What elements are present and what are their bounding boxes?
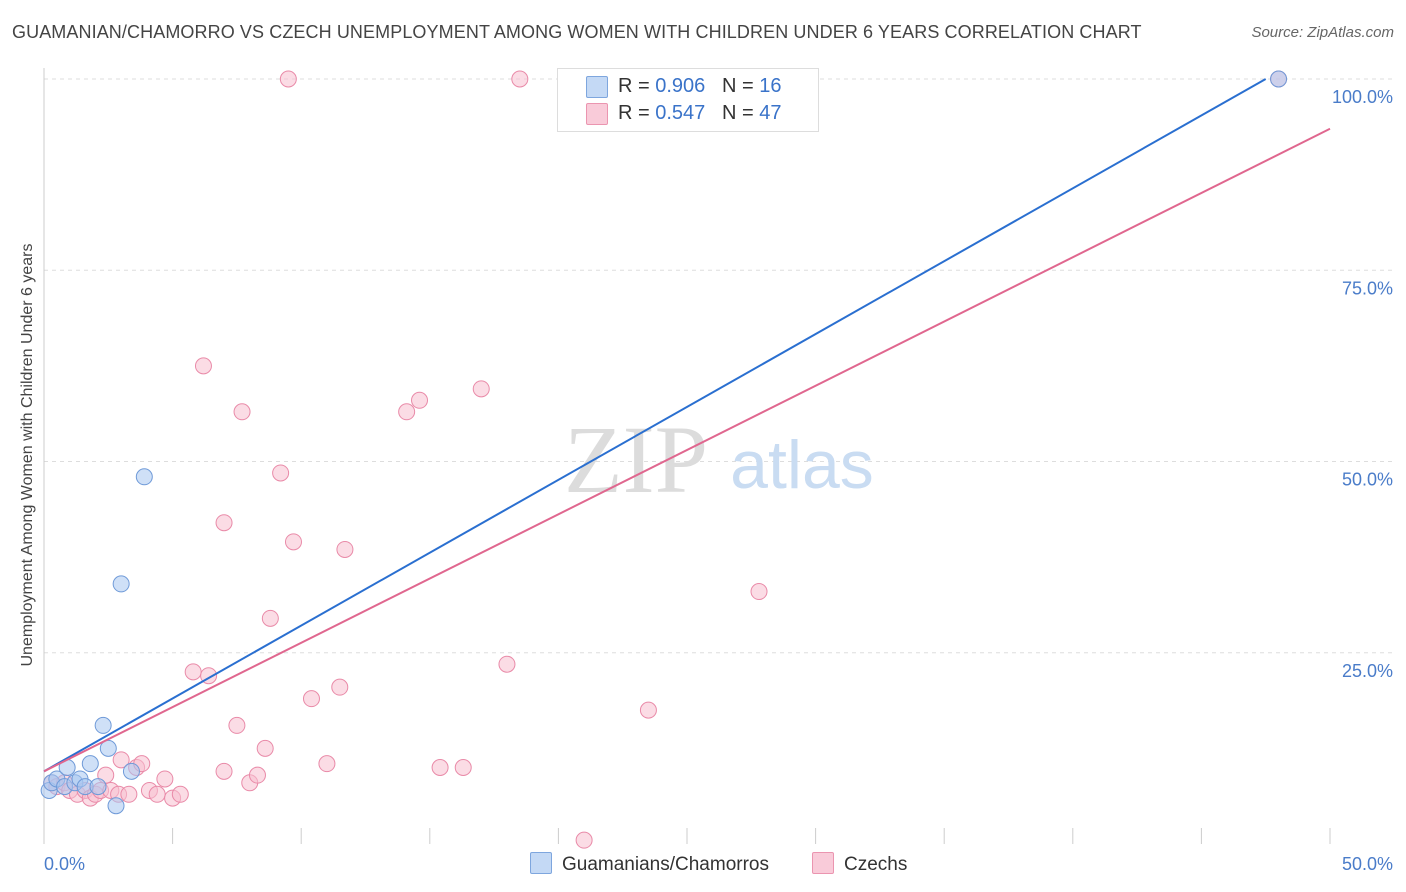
watermark-atlas: atlas bbox=[730, 427, 874, 503]
trend-line-guamanians-chamorros bbox=[43, 78, 1267, 773]
point-guamanians-chamorros bbox=[112, 575, 130, 593]
point-guamanians-chamorros bbox=[1270, 70, 1288, 88]
legend-r-label: R = bbox=[618, 102, 650, 124]
point-czechs bbox=[431, 759, 449, 776]
y-tick-label: 50.0% bbox=[1342, 470, 1393, 490]
y-tick-label: 25.0% bbox=[1342, 661, 1393, 681]
point-czechs bbox=[284, 533, 302, 551]
legend-n-value-czechs: 47 bbox=[759, 102, 782, 124]
trend-lines bbox=[43, 78, 1331, 773]
point-czechs bbox=[575, 831, 593, 849]
point-czechs bbox=[228, 716, 246, 734]
source-note: Source: ZipAtlas.com bbox=[1251, 24, 1394, 41]
legend-n-label: N = bbox=[721, 102, 754, 124]
point-czechs bbox=[279, 70, 297, 88]
watermark-zip: ZIP bbox=[564, 406, 708, 513]
point-czechs bbox=[302, 690, 320, 708]
chart-title: GUAMANIAN/CHAMORRO VS CZECH UNEMPLOYMENT… bbox=[12, 22, 1142, 42]
point-czechs bbox=[112, 751, 130, 769]
point-czechs bbox=[171, 785, 189, 803]
point-guamanians-chamorros bbox=[94, 716, 112, 734]
legend-n-label: N = bbox=[721, 75, 754, 97]
point-czechs bbox=[120, 785, 138, 803]
bottom-legend-swatch-guamanians bbox=[530, 852, 552, 874]
point-guamanians-chamorros bbox=[89, 778, 107, 796]
point-guamanians-chamorros bbox=[107, 797, 125, 815]
point-czechs bbox=[272, 464, 290, 482]
bottom-legend-czechs: Czechs bbox=[812, 852, 907, 876]
point-guamanians-chamorros bbox=[135, 468, 153, 486]
point-czechs bbox=[261, 609, 279, 627]
y-tick-label: 75.0% bbox=[1342, 278, 1393, 298]
point-czechs bbox=[194, 357, 212, 375]
point-czechs bbox=[639, 701, 657, 719]
legend-r-value-guamanians: 0.906 bbox=[655, 75, 706, 97]
stats-legend: R = 0.906 N = 16 R = 0.547 N = 47 bbox=[557, 68, 819, 132]
legend-n-value-guamanians: 16 bbox=[759, 75, 782, 97]
point-czechs bbox=[498, 655, 516, 673]
legend-swatch-guamanians bbox=[586, 76, 608, 98]
point-czechs bbox=[233, 403, 251, 421]
y-tick-label: 100.0% bbox=[1332, 87, 1393, 107]
point-czechs bbox=[215, 762, 233, 780]
bottom-legend-label-czechs: Czechs bbox=[844, 854, 908, 875]
point-czechs bbox=[248, 766, 266, 784]
point-czechs bbox=[156, 770, 174, 788]
x-tick-label: 50.0% bbox=[1342, 854, 1393, 874]
bottom-legend-label-guamanians: Guamanians/Chamorros bbox=[562, 854, 769, 875]
point-guamanians-chamorros bbox=[81, 755, 99, 773]
point-czechs bbox=[398, 403, 416, 421]
point-czechs bbox=[750, 583, 768, 601]
tick-labels: 100.0% 75.0% 50.0% 25.0% 0.0% 50.0% bbox=[44, 87, 1393, 874]
point-czechs bbox=[318, 755, 336, 773]
point-czechs bbox=[411, 391, 429, 409]
bottom-legend-guamanians: Guamanians/Chamorros bbox=[530, 852, 769, 876]
point-czechs bbox=[472, 380, 490, 398]
gridlines bbox=[44, 78, 1392, 654]
point-czechs bbox=[256, 739, 274, 757]
x-tick-label: 0.0% bbox=[44, 854, 85, 874]
point-czechs bbox=[336, 540, 354, 558]
point-guamanians-chamorros bbox=[99, 739, 117, 757]
point-czechs bbox=[454, 759, 472, 776]
trend-line-czechs bbox=[43, 127, 1331, 773]
point-czechs bbox=[215, 514, 233, 532]
axes bbox=[43, 68, 1331, 844]
point-czechs bbox=[148, 785, 166, 803]
watermark: ZIP atlas bbox=[564, 406, 874, 513]
point-czechs bbox=[331, 678, 349, 696]
legend-r-label: R = bbox=[618, 75, 650, 97]
legend-swatch-czechs bbox=[586, 103, 608, 125]
point-guamanians-chamorros bbox=[122, 762, 140, 780]
point-czechs bbox=[511, 70, 529, 88]
point-czechs bbox=[184, 663, 202, 681]
legend-r-value-czechs: 0.547 bbox=[655, 102, 706, 124]
data-points bbox=[40, 70, 1288, 849]
bottom-legend-swatch-czechs bbox=[812, 852, 834, 874]
